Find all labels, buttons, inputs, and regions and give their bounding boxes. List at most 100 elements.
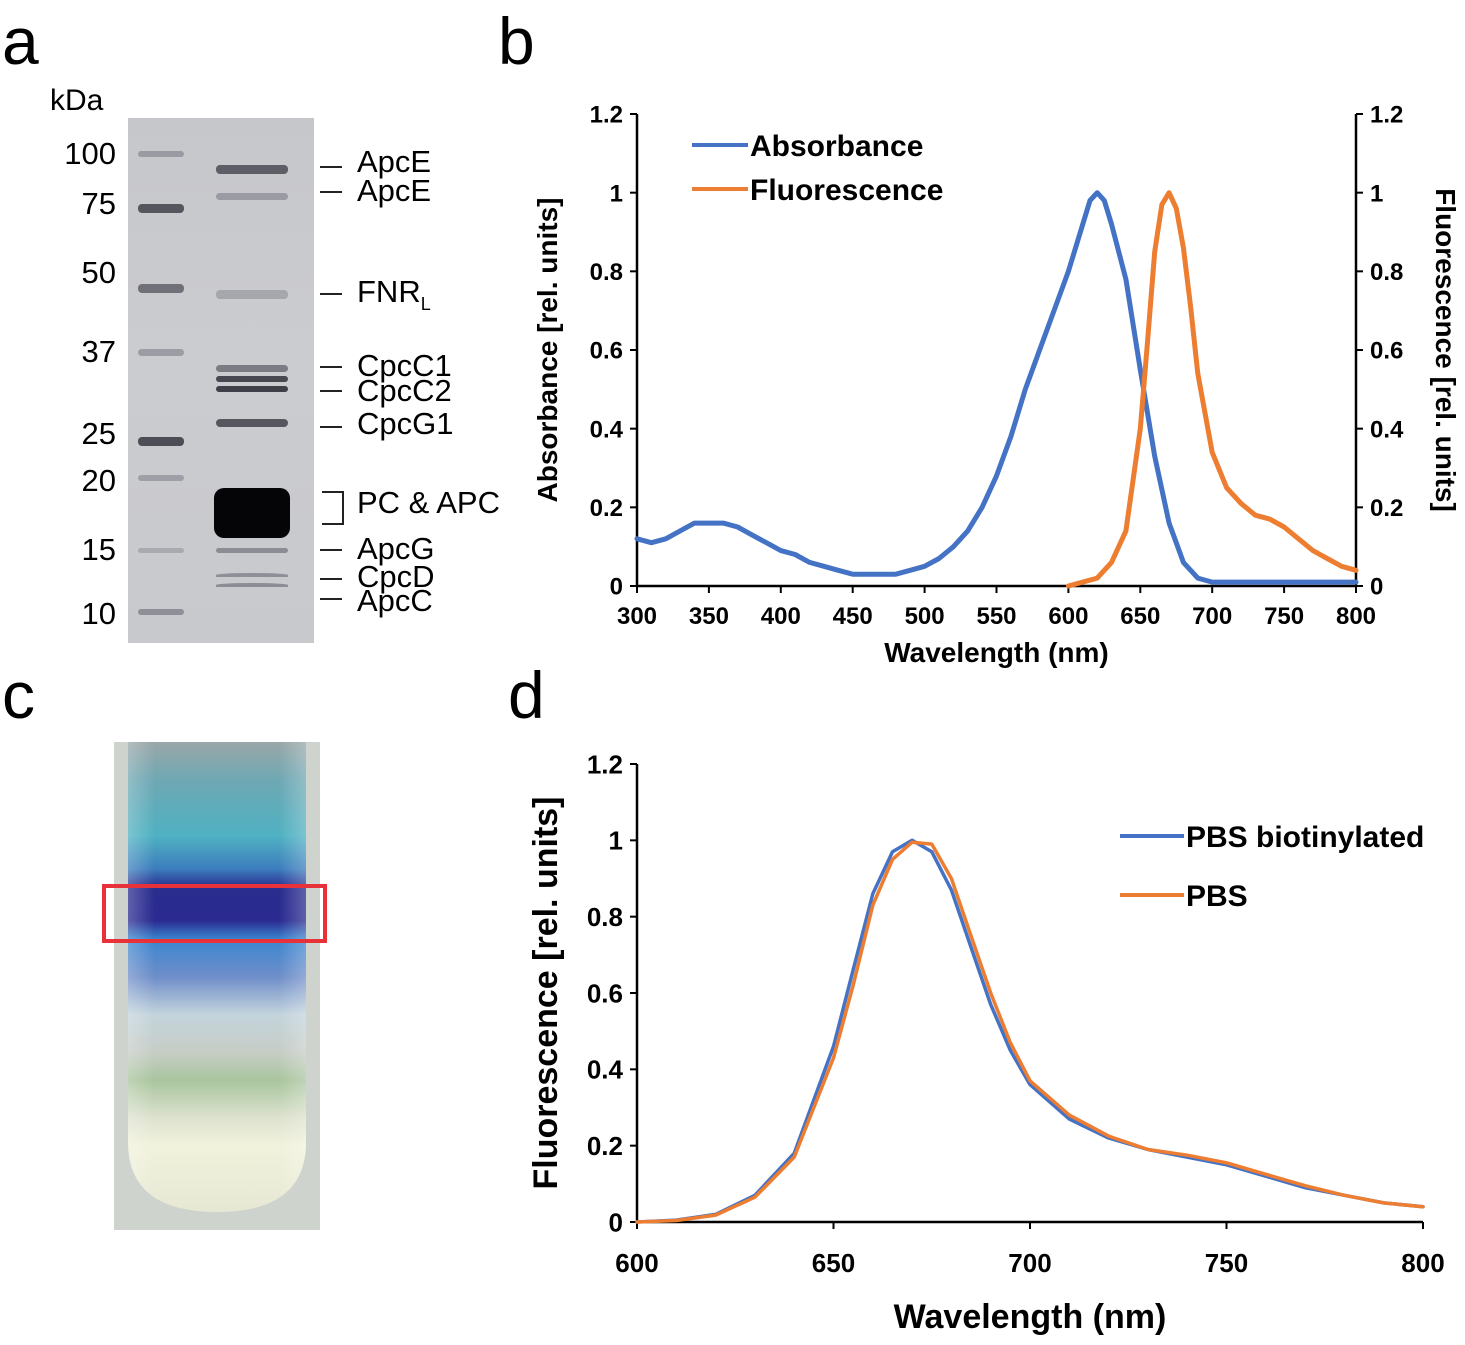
band-label-pc-apc: PC & APC [357, 485, 500, 520]
panel-c-gradient-tube-photo [114, 742, 320, 1230]
chart-b-series [634, 190, 1359, 589]
y2-tick-label: 1.2 [1370, 102, 1403, 129]
band-label-apcc: ApcC [357, 583, 433, 618]
x-tick-label: 700 [1008, 1248, 1051, 1278]
x-tick-label: 450 [833, 603, 873, 630]
ladder-band [138, 609, 184, 615]
pc-apc-bracket [322, 491, 344, 525]
band-tick [320, 598, 342, 600]
y2-tick-label: 0.6 [1370, 338, 1403, 365]
gel-image [128, 118, 314, 643]
y2-tick-label: 0 [1370, 574, 1383, 601]
y2-axis-title: Fluorescence [rel. units] [1430, 188, 1461, 512]
x-tick-label: 650 [812, 1248, 855, 1278]
y2-tick-label: 1 [1370, 180, 1383, 207]
panel-letter-c: c [2, 658, 35, 732]
band-tick [320, 166, 342, 168]
chart-d-labels: 600 650 700 750 800 0 0.2 0.4 0.6 0.8 1 1.2 Waveleng… [527, 749, 1445, 1336]
marker-label-15: 15 [81, 532, 116, 567]
sample-band-fnr [216, 290, 288, 299]
panel-letter-a: a [2, 4, 39, 78]
legend-label: PBS [1186, 880, 1248, 913]
sample-band-cpcc2-a [216, 376, 288, 382]
marker-label-37: 37 [81, 334, 116, 369]
y-tick-label: 0.8 [590, 259, 623, 286]
band-tick [320, 426, 342, 428]
band-tick [320, 293, 342, 295]
kda-unit-label: kDa [50, 84, 104, 117]
y-tick-label: 0.4 [587, 1055, 624, 1085]
y-tick-label: 1 [609, 826, 623, 856]
x-tick-label: 550 [976, 603, 1016, 630]
ladder-band [138, 548, 184, 553]
x-tick-label: 400 [761, 603, 801, 630]
band-label-apce-1: ApcE [357, 144, 432, 179]
sample-band-cpcc1 [216, 365, 288, 372]
band-label-cpcc2: CpcC2 [357, 373, 452, 408]
band-tick [320, 578, 342, 580]
series-line-fluorescence [1065, 190, 1359, 589]
y-tick-label: 0.8 [587, 902, 623, 932]
y-tick-label: 0.2 [587, 1131, 623, 1161]
sample-band-cpcc2-b [216, 386, 288, 392]
ladder-band [138, 437, 184, 446]
chart-d-axes [630, 763, 1424, 1229]
series-line-pbs-biotinylated [635, 838, 1425, 1224]
x-tick-label: 350 [689, 603, 729, 630]
band-label-cpcc1: CpcC1 [357, 348, 452, 383]
sample-band-cpcg1 [216, 419, 288, 427]
x-axis-title: Wavelength (nm) [884, 637, 1109, 668]
band-label-apcg: ApcG [357, 531, 435, 566]
y-tick-label: 1.2 [587, 749, 623, 779]
x-tick-label: 300 [617, 603, 657, 630]
x-tick-label: 800 [1401, 1248, 1444, 1278]
ladder-band [138, 284, 184, 293]
band-tick [320, 549, 342, 551]
highlight-box [102, 884, 327, 943]
y-tick-label: 0.6 [590, 338, 623, 365]
chart-b-axes [630, 113, 1363, 593]
y-tick-label: 1 [610, 180, 623, 207]
x-tick-label: 700 [1192, 603, 1232, 630]
sample-band-apce-2 [216, 193, 288, 200]
marker-label-10: 10 [81, 596, 116, 631]
marker-label-50: 50 [81, 255, 116, 290]
marker-label-75: 75 [81, 186, 116, 221]
x-tick-label: 750 [1264, 603, 1304, 630]
y-tick-label: 0.6 [587, 978, 623, 1008]
sample-band-apcg [216, 548, 288, 553]
tube-drawing [114, 742, 320, 1230]
y-tick-label: 0.4 [590, 416, 624, 443]
y-axis-title: Absorbance [rel. units] [532, 198, 563, 503]
x-axis-title: Wavelength (nm) [894, 1298, 1167, 1336]
sample-band-cpcd [216, 573, 288, 577]
series-line-absorbance [634, 190, 1359, 585]
panel-letter-d: d [508, 658, 545, 732]
y-axis-title: Fluorescence [rel. units] [527, 797, 565, 1190]
y2-tick-label: 0.2 [1370, 495, 1403, 522]
marker-label-20: 20 [81, 463, 116, 498]
sample-band-apcc [216, 583, 288, 587]
ladder-band [138, 475, 184, 481]
band-tick [320, 191, 342, 193]
marker-label-100: 100 [64, 136, 116, 171]
y2-tick-label: 0.8 [1370, 259, 1403, 286]
y-tick-label: 1.2 [590, 102, 623, 129]
y-tick-label: 0 [609, 1207, 623, 1237]
ladder-band [138, 151, 184, 157]
x-tick-label: 750 [1205, 1248, 1248, 1278]
y2-tick-label: 0.4 [1370, 416, 1404, 443]
band-tick [320, 390, 342, 392]
panel-letter-b: b [498, 4, 535, 78]
x-tick-label: 500 [905, 603, 945, 630]
legend-label: Fluorescence [750, 174, 943, 207]
x-tick-label: 600 [615, 1248, 658, 1278]
sample-band-pc-apc [214, 488, 290, 538]
ladder-band [138, 349, 184, 356]
series-line-pbs [635, 840, 1425, 1224]
legend-label: PBS biotinylated [1186, 821, 1424, 854]
x-tick-label: 650 [1120, 603, 1160, 630]
band-label-apce-2: ApcE [357, 173, 432, 208]
